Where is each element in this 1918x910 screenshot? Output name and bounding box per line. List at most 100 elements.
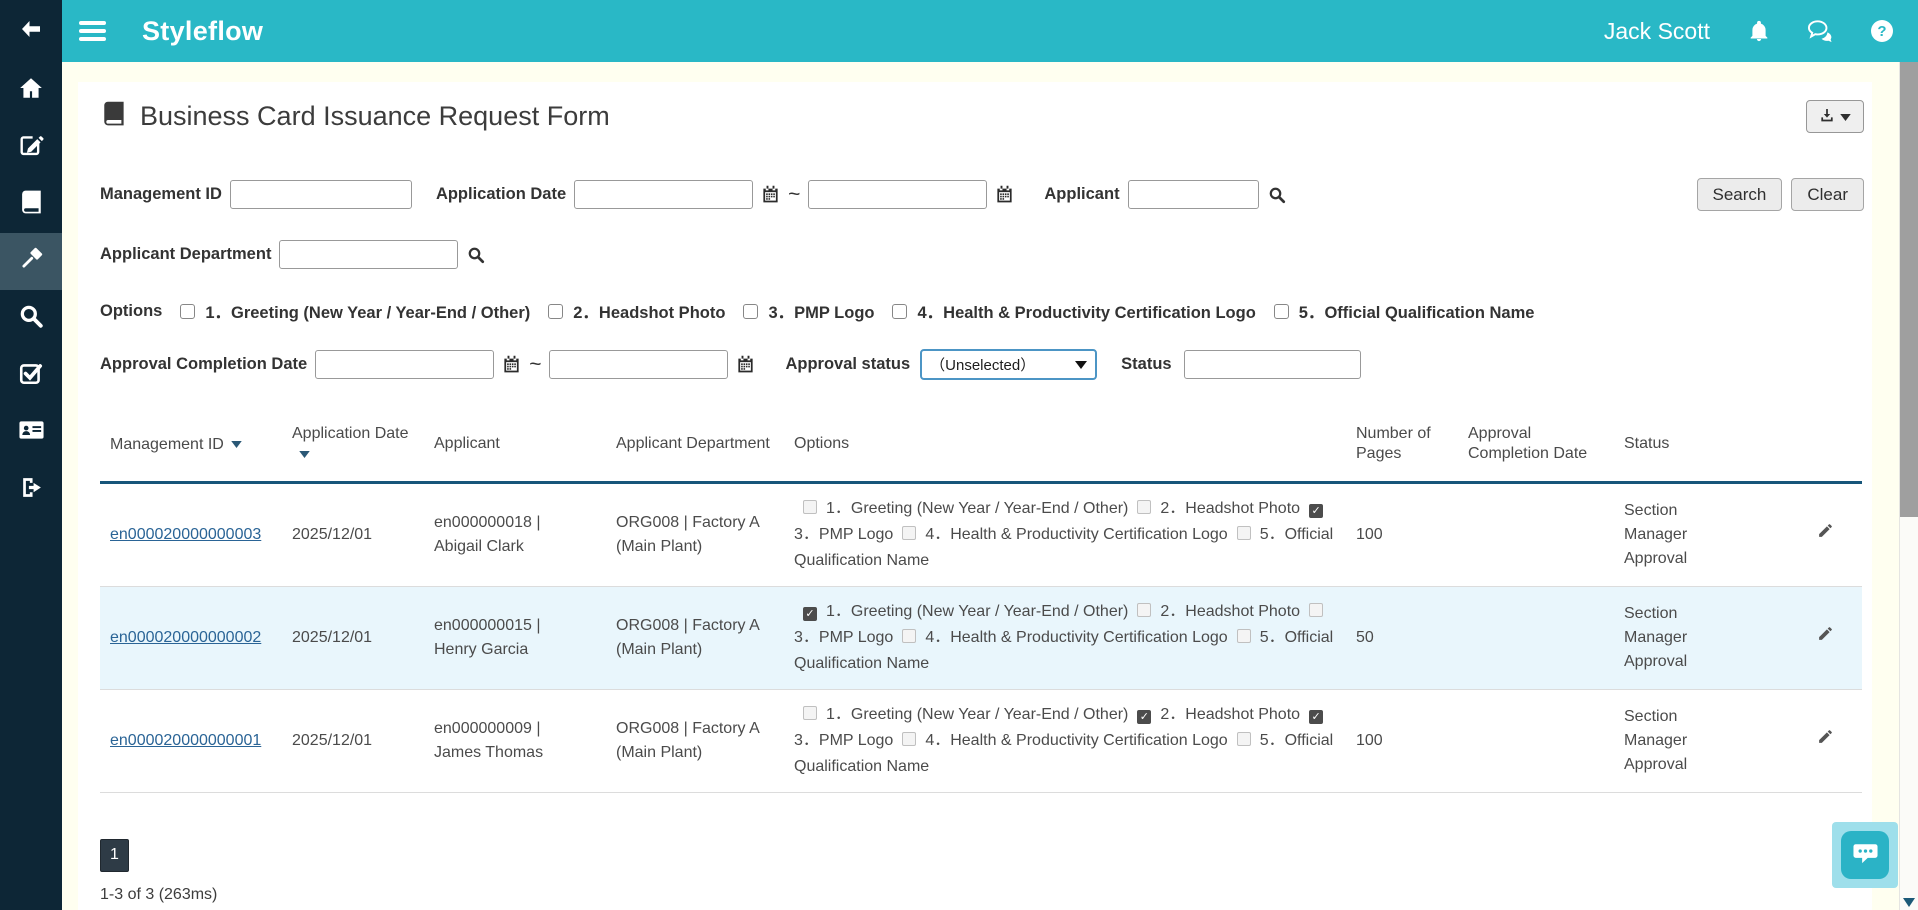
row-option-checkbox-2[interactable] bbox=[1137, 499, 1152, 514]
edit-pencil-button[interactable] bbox=[1817, 728, 1834, 748]
results-summary: 1-3 of 3 (263ms) bbox=[100, 885, 218, 903]
row-option-label-5: 5．Official Qualification Name bbox=[794, 628, 1334, 672]
status-cell: Section Manager Approval bbox=[1624, 586, 1817, 690]
sidebar-item-tasks[interactable] bbox=[0, 347, 62, 404]
options-label: Options bbox=[100, 301, 163, 320]
table-header-row: Management ID Application Date Applicant Ap… bbox=[100, 408, 1862, 484]
filter-option-checkbox-2[interactable] bbox=[548, 303, 564, 319]
management-id-link[interactable]: en000020000000001 bbox=[110, 731, 262, 749]
row-option-checkbox-3[interactable] bbox=[1309, 710, 1324, 724]
filter-option-checkbox-5[interactable] bbox=[1273, 303, 1289, 319]
user-menu[interactable]: Jack Scott bbox=[1603, 17, 1710, 44]
status-cell: Section Manager Approval bbox=[1624, 482, 1817, 587]
page-title: Business Card Issuance Request Form bbox=[140, 100, 610, 131]
hamburger-icon[interactable] bbox=[79, 17, 106, 46]
sidebar-item-logout[interactable] bbox=[0, 461, 62, 518]
application-date-from-input[interactable] bbox=[574, 180, 754, 209]
row-option-checkbox-3[interactable] bbox=[1309, 504, 1324, 518]
column-header-label: Number of Pages bbox=[1356, 425, 1431, 463]
row-option-checkbox-3[interactable] bbox=[1309, 602, 1324, 617]
filter-option-label-5: 5．Official Qualification Name bbox=[1298, 304, 1535, 322]
column-header-application-date[interactable]: Application Date bbox=[292, 408, 434, 484]
row-option-checkbox-5[interactable] bbox=[1236, 731, 1251, 746]
approval-completion-date-cell bbox=[1468, 586, 1624, 690]
sidebar-item-id-card[interactable] bbox=[0, 404, 62, 461]
number-of-pages-cell: 50 bbox=[1356, 586, 1468, 690]
management-id-link[interactable]: en000020000000002 bbox=[110, 628, 262, 646]
search-button[interactable]: Search bbox=[1696, 178, 1783, 211]
brand-logo[interactable]: Styleflow bbox=[142, 15, 264, 46]
sidebar-item-home[interactable] bbox=[0, 62, 62, 119]
status-label: Status bbox=[1121, 355, 1172, 373]
caret-down-icon bbox=[1075, 356, 1088, 373]
applicant-department-input[interactable] bbox=[279, 240, 459, 269]
applicant-label: Applicant bbox=[1044, 185, 1120, 203]
management-id-input[interactable] bbox=[229, 180, 412, 209]
column-header-management-id[interactable]: Management ID bbox=[100, 408, 292, 484]
scrollbar-down-arrow-icon[interactable] bbox=[1903, 898, 1915, 907]
applicant-input[interactable] bbox=[1127, 180, 1259, 209]
filter-option-checkbox-1[interactable] bbox=[180, 303, 196, 319]
row-option-label-2: 2．Headshot Photo bbox=[1160, 705, 1301, 723]
status-value: Section Manager Approval bbox=[1624, 604, 1688, 670]
approval-status-select[interactable]: （Unselected） bbox=[920, 349, 1098, 380]
approval-status-label: Approval status bbox=[785, 355, 911, 373]
status-value: Section Manager Approval bbox=[1624, 501, 1688, 567]
management-id-link[interactable]: en000020000000003 bbox=[110, 525, 262, 543]
sidebar bbox=[0, 0, 62, 910]
search-icon[interactable] bbox=[1268, 186, 1286, 204]
column-header-actions bbox=[1817, 408, 1862, 484]
row-option-checkbox-4[interactable] bbox=[902, 731, 917, 746]
sidebar-item-approval[interactable] bbox=[0, 233, 62, 290]
row-option-label-5: 5．Official Qualification Name bbox=[794, 731, 1334, 775]
date-range-separator: ~ bbox=[529, 352, 542, 376]
clear-button[interactable]: Clear bbox=[1791, 178, 1864, 211]
filter-option-label-3: 3．PMP Logo bbox=[768, 304, 875, 322]
back-arrow-icon bbox=[19, 17, 43, 46]
row-option-checkbox-4[interactable] bbox=[902, 628, 917, 643]
filter-option-checkbox-4[interactable] bbox=[892, 303, 908, 319]
status-input[interactable] bbox=[1183, 350, 1361, 379]
calendar-icon[interactable] bbox=[736, 355, 755, 374]
sidebar-item-book[interactable] bbox=[0, 176, 62, 233]
help-circle-icon[interactable]: ? bbox=[1870, 19, 1894, 43]
row-option-checkbox-2[interactable] bbox=[1137, 602, 1152, 617]
row-option-label-2: 2．Headshot Photo bbox=[1160, 602, 1301, 620]
row-option-checkbox-5[interactable] bbox=[1236, 525, 1251, 540]
row-option-checkbox-1[interactable] bbox=[803, 705, 817, 720]
calendar-icon[interactable] bbox=[502, 355, 521, 374]
approval-date-to-input[interactable] bbox=[549, 350, 729, 379]
row-option-checkbox-4[interactable] bbox=[902, 525, 917, 540]
calendar-icon[interactable] bbox=[761, 185, 780, 204]
filter-option-checkbox-3[interactable] bbox=[743, 303, 759, 319]
approval-date-from-input[interactable] bbox=[315, 350, 495, 379]
chat-launcher-button[interactable] bbox=[1841, 831, 1889, 879]
pagination-page-1[interactable]: 1 bbox=[100, 838, 129, 872]
applicant-cell: en000000009 | James Thomas bbox=[434, 689, 616, 793]
sidebar-item-edit[interactable] bbox=[0, 119, 62, 176]
search-icon[interactable] bbox=[467, 246, 485, 264]
calendar-icon[interactable] bbox=[995, 185, 1014, 204]
application-date-to-input[interactable] bbox=[808, 180, 988, 209]
edit-cell bbox=[1817, 586, 1862, 690]
number-of-pages-cell: 100 bbox=[1356, 689, 1468, 793]
bell-icon[interactable] bbox=[1748, 19, 1770, 43]
sidebar-item-search[interactable] bbox=[0, 290, 62, 347]
edit-pencil-button[interactable] bbox=[1817, 522, 1834, 542]
book-icon bbox=[100, 100, 127, 132]
applicant-department-cell: ORG008 | Factory A (Main Plant) bbox=[616, 586, 794, 690]
sidebar-back-button[interactable] bbox=[0, 0, 62, 62]
options-cell: 1．Greeting (New Year / Year-End / Other)… bbox=[794, 482, 1356, 587]
chat-bubbles-icon[interactable] bbox=[1806, 19, 1834, 43]
book-icon bbox=[18, 189, 44, 220]
row-option-checkbox-5[interactable] bbox=[1236, 628, 1251, 643]
home-icon bbox=[18, 75, 44, 106]
row-option-checkbox-1[interactable] bbox=[803, 607, 817, 621]
edit-pencil-button[interactable] bbox=[1817, 625, 1834, 645]
export-button[interactable] bbox=[1806, 100, 1864, 133]
pencil-icon bbox=[1817, 730, 1834, 748]
row-option-checkbox-1[interactable] bbox=[803, 499, 817, 514]
scrollbar-thumb[interactable] bbox=[1900, 62, 1918, 517]
status-cell: Section Manager Approval bbox=[1624, 689, 1817, 793]
row-option-checkbox-2[interactable] bbox=[1137, 710, 1152, 724]
